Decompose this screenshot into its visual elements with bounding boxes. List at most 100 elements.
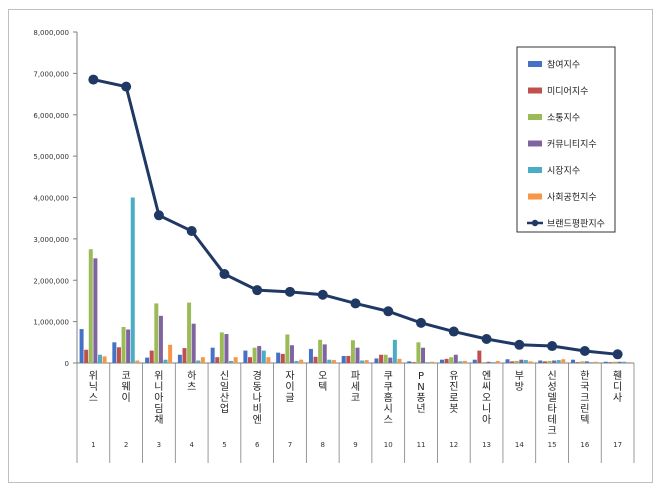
x-rank-label: 13 xyxy=(482,441,491,449)
x-labels: 위 닉 스 1 코 웨 이 2 위 니 아 딤 채 3 하 츠 4 신 일 산 업 5 경 동 나 비 엔 6 자 이 글 7 오 텍 8 파 세 코 9 쿠… xyxy=(89,369,622,449)
bar-소통지수 xyxy=(514,360,519,363)
bar-커뮤니티지수 xyxy=(191,323,196,363)
bar-시장지수 xyxy=(458,361,463,363)
line-point xyxy=(219,269,230,280)
x-rank-label: 5 xyxy=(222,441,226,449)
bar-커뮤니티지수 xyxy=(453,354,458,363)
y-tick-label: 4,000,000 xyxy=(33,195,69,203)
bar-참여지수 xyxy=(439,359,444,363)
y-tick-label: 2,000,000 xyxy=(33,277,69,285)
chart-frame: 0 1,000,000 2,000,000 3,000,000 4,000,000 5,0… xyxy=(8,9,653,483)
bar-미디어지수 xyxy=(215,357,220,363)
x-rank-label: 4 xyxy=(189,441,194,449)
bar-소통지수 xyxy=(383,354,388,363)
legend-label: 미디어지수 xyxy=(547,86,588,97)
bar-소통지수 xyxy=(547,360,552,363)
bar-사회공헌지수 xyxy=(528,361,533,363)
bar-사회공헌지수 xyxy=(233,357,238,363)
line-point xyxy=(121,81,132,92)
bar-시장지수 xyxy=(327,359,332,363)
bar-미디어지수 xyxy=(510,361,515,363)
bar-참여지수 xyxy=(145,357,150,363)
line-point xyxy=(153,210,164,221)
bar-미디어지수 xyxy=(575,362,580,363)
line-point xyxy=(481,334,492,345)
legend-swatch xyxy=(528,140,542,147)
bar-시장지수 xyxy=(491,362,496,363)
bar-커뮤니티지수 xyxy=(486,361,491,363)
x-rank-label: 9 xyxy=(353,441,357,449)
bar-미디어지수 xyxy=(248,357,253,363)
bar-미디어지수 xyxy=(149,350,154,363)
bar-참여지수 xyxy=(308,348,313,363)
bar-시장지수 xyxy=(392,339,397,363)
bar-사회공헌지수 xyxy=(200,357,205,363)
bar-시장지수 xyxy=(130,197,135,363)
bars xyxy=(79,197,631,363)
bar-소통지수 xyxy=(449,357,454,363)
bar-미디어지수 xyxy=(411,362,416,363)
line-point xyxy=(186,226,197,237)
bar-시장지수 xyxy=(523,360,528,363)
x-rank-label: 12 xyxy=(449,441,458,449)
y-tick-label: 6,000,000 xyxy=(33,112,69,120)
bar-시장지수 xyxy=(294,360,299,363)
bar-소통지수 xyxy=(154,303,159,363)
x-rank-label: 3 xyxy=(157,441,161,449)
bar-미디어지수 xyxy=(313,356,318,363)
x-rank-label: 1 xyxy=(91,441,95,449)
bar-미디어지수 xyxy=(182,348,187,363)
bar-참여지수 xyxy=(112,342,117,363)
bar-참여지수 xyxy=(505,359,510,363)
bar-사회공헌지수 xyxy=(364,360,369,363)
bar-미디어지수 xyxy=(116,347,121,363)
bar-사회공헌지수 xyxy=(495,360,500,363)
bar-참여지수 xyxy=(243,350,248,363)
legend-swatch xyxy=(528,87,542,94)
x-rank-label: 7 xyxy=(288,441,292,449)
bar-참여지수 xyxy=(210,347,215,363)
bar-커뮤니티지수 xyxy=(355,347,360,363)
bar-사회공헌지수 xyxy=(397,358,402,363)
legend-label: 시장지수 xyxy=(547,166,580,177)
x-rank-label: 2 xyxy=(124,441,128,449)
bar-커뮤니티지수 xyxy=(257,346,262,363)
bar-미디어지수 xyxy=(608,362,613,363)
line-point xyxy=(383,306,394,317)
bar-시장지수 xyxy=(97,354,102,363)
bar-사회공헌지수 xyxy=(462,360,467,363)
bar-미디어지수 xyxy=(280,353,285,363)
axes: 0 1,000,000 2,000,000 3,000,000 4,000,000 5,0… xyxy=(33,29,635,463)
bar-참여지수 xyxy=(177,354,182,363)
line-point xyxy=(448,326,459,337)
line-point xyxy=(88,74,99,85)
legend-label: 브랜드평판지수 xyxy=(547,219,605,230)
bar-사회공헌지수 xyxy=(135,360,140,363)
bar-사회공헌지수 xyxy=(594,361,599,363)
bar-시장지수 xyxy=(622,361,627,363)
bar-소통지수 xyxy=(121,327,126,363)
bar-사회공헌지수 xyxy=(299,359,304,363)
line-point xyxy=(612,349,623,360)
bar-시장지수 xyxy=(163,359,168,363)
bar-사회공헌지수 xyxy=(331,360,336,363)
y-tick-label: 3,000,000 xyxy=(33,236,69,244)
line-point xyxy=(252,285,263,296)
legend-label: 소통지수 xyxy=(547,113,580,124)
x-rank-label: 6 xyxy=(255,441,260,449)
legend-label: 사회공헌지수 xyxy=(547,192,597,203)
bar-커뮤니티지수 xyxy=(322,344,327,363)
bar-소통지수 xyxy=(613,361,618,363)
legend-box xyxy=(516,46,616,233)
x-rank-label: 10 xyxy=(384,441,393,449)
